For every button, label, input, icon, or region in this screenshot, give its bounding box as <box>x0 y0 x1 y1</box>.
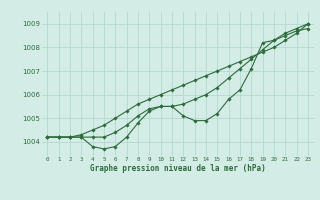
X-axis label: Graphe pression niveau de la mer (hPa): Graphe pression niveau de la mer (hPa) <box>90 164 266 173</box>
